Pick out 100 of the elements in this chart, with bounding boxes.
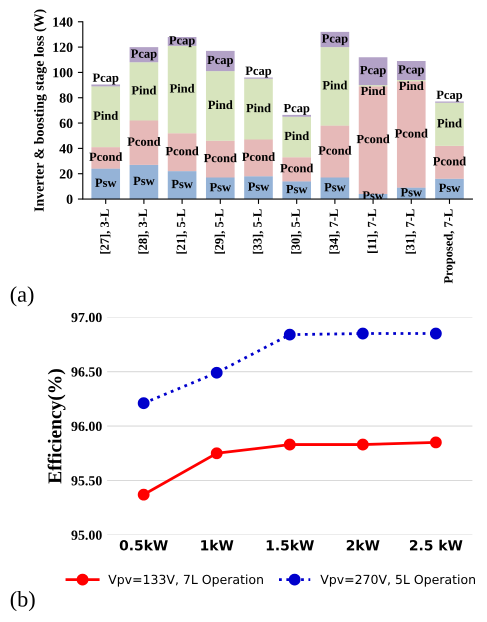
text: Psw (286, 184, 308, 194)
y-tick-label: 95.50 (71, 476, 102, 486)
x-tick-label: [33], 5-L (252, 209, 264, 254)
text: Pind (170, 84, 194, 93)
text: Psw (438, 184, 460, 192)
bar (130, 120, 158, 165)
text: Pind (437, 118, 462, 128)
text: Pind (208, 100, 233, 110)
point (138, 488, 150, 501)
y-axis-title: Efficiency(%) (48, 369, 66, 484)
y-tick-label: 97.00 (71, 312, 102, 322)
point (356, 438, 369, 450)
text: Psw (210, 183, 231, 192)
text: Pcond (127, 137, 160, 146)
point (210, 447, 223, 460)
x-tick-label: 1kW (201, 540, 234, 550)
legend-label: Vpv=133V, 7L Operation (108, 574, 263, 587)
bar (91, 86, 120, 148)
bar (244, 78, 273, 140)
series-label: Psw (400, 188, 422, 196)
text: Pcap (284, 104, 310, 115)
text: Pind (93, 111, 118, 120)
x-tick-label: [34], 7-L (329, 209, 340, 254)
legend-label: Vpv=270V, 5L Operation (320, 574, 475, 587)
x-tick-label: [31], 7-L (406, 209, 416, 254)
text: Psw (172, 180, 193, 188)
text: Pcap (398, 65, 424, 76)
y-tick-label: 100 (53, 68, 73, 78)
text: Pcap (360, 66, 386, 77)
text: Pcap (322, 34, 348, 46)
bar (244, 140, 273, 176)
y-tick-label: 80 (60, 93, 73, 103)
text: Psw (324, 183, 346, 192)
point (284, 328, 296, 341)
x-tick-label: 0.5kW (120, 540, 168, 551)
x-tick-label: [30], 5-L (291, 209, 302, 254)
bar (168, 171, 196, 200)
point (356, 328, 369, 340)
text: Pcap (130, 50, 157, 60)
text: (b) (10, 591, 35, 612)
text: Psw (248, 182, 270, 191)
point (430, 328, 442, 340)
text: Pcond (394, 128, 428, 138)
text: Pcond (89, 152, 122, 162)
bar (168, 133, 196, 172)
x-tick-label: [27], 3-L (100, 209, 111, 254)
text: Pind (398, 81, 424, 90)
text: Pind (284, 131, 310, 140)
text: Pcap (169, 36, 195, 48)
y-tick-label: 96.00 (71, 422, 102, 432)
text: Pcond (318, 146, 352, 155)
text: Pcond (242, 152, 276, 162)
text: Pind (246, 103, 271, 112)
bar (206, 71, 235, 141)
bar (435, 102, 464, 146)
x-tick-label: 2.5 kW (410, 540, 462, 551)
bar (168, 46, 196, 134)
series-label: Pind (360, 86, 386, 96)
y-tick-label: 96.50 (71, 367, 102, 377)
y-tick-label: 95.00 (71, 530, 102, 540)
y-axis-title: Inverter & boosting stage loss (W) (34, 9, 47, 212)
point (210, 366, 223, 379)
y-tick-label: 20 (60, 169, 73, 179)
text: Pcond (204, 153, 237, 162)
point (430, 436, 442, 448)
bar (435, 146, 464, 179)
text: Pcap (246, 66, 272, 78)
bar (130, 164, 158, 200)
y-tick-label: 0 (66, 194, 73, 204)
text: Pcond (433, 156, 466, 166)
text: Pcond (356, 134, 390, 144)
text: Pind (322, 80, 348, 90)
series-label: Pcond (166, 146, 199, 156)
text: Pind (132, 86, 156, 95)
bar (206, 140, 235, 178)
bar (130, 62, 158, 121)
bar (244, 176, 273, 200)
text: Psw (133, 176, 155, 186)
y-tick-label: 40 (59, 144, 73, 154)
series-label: Pcap (92, 74, 118, 84)
bar (91, 168, 120, 200)
x-tick-label: 2kW (346, 540, 380, 550)
point (138, 397, 150, 410)
text: Pcap (207, 56, 233, 67)
text: Psw (95, 178, 116, 187)
x-tick-label: [29], 5-L (214, 209, 226, 254)
bar (320, 47, 350, 126)
y-tick-label: 120 (53, 42, 73, 52)
y-tick-label: 60 (60, 118, 73, 128)
y-tick-label: 140 (53, 17, 73, 27)
bar (282, 116, 312, 158)
bar (320, 126, 350, 178)
x-tick-label: [28], 3-L (138, 209, 149, 254)
text: Pcap (436, 90, 462, 102)
x-tick-label: [21], 5-L (176, 209, 188, 254)
bar (396, 81, 426, 188)
x-tick-label: [11], 7-L (367, 209, 378, 253)
text: (a) (10, 286, 34, 306)
x-tick-label: 1.5kW (266, 540, 314, 551)
text: Pcond (280, 164, 314, 172)
